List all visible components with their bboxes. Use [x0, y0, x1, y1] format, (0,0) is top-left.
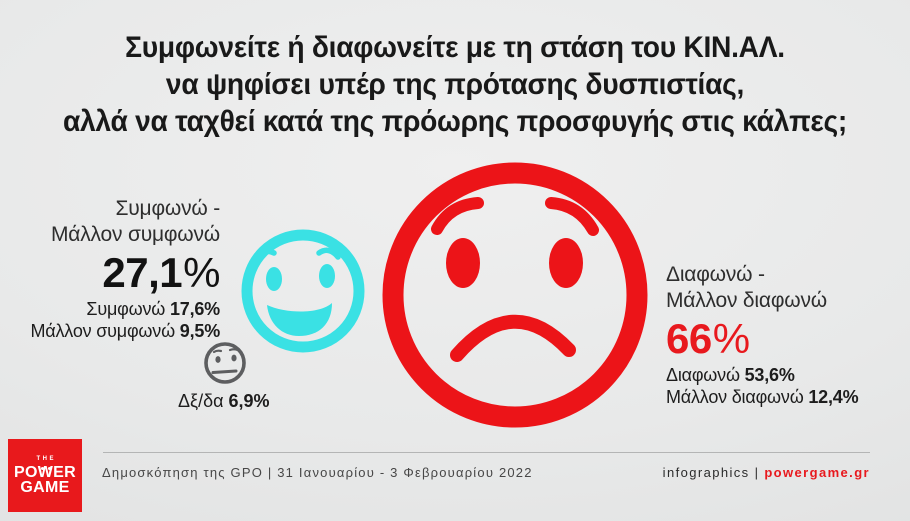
disagree-stat-block: Διαφωνώ - Μάλλον διαφωνώ 66% Διαφωνώ 53,… [666, 262, 859, 408]
question-title-line3: αλλά να ταχθεί κατά της πρόωρης προσφυγή… [62, 105, 848, 138]
smiling-face-icon [241, 229, 365, 353]
disagree-breakdown-row: Μάλλον διαφωνώ 12,4% [666, 386, 859, 408]
disagree-total-number: 66 [666, 315, 712, 362]
disagree-total-percent: 66% [666, 316, 858, 362]
question-title-line2: να ψηφίσει υπέρ της πρότασης δυσπιστίας, [165, 68, 745, 101]
disagree-breakdown-row: Διαφωνώ 53,6% [666, 364, 858, 386]
powergame-logo: THE POWER GAME [8, 439, 82, 512]
disagree-label-line2: Μάλλον διαφωνώ [666, 289, 827, 312]
logo-power-text: POWER [14, 464, 76, 481]
agree-total-number: 27,1 [102, 249, 183, 296]
credit-brand-link[interactable]: powergame.gr [764, 465, 870, 480]
agree-label-line2: Μάλλον συμφωνώ [51, 223, 220, 246]
agree-stat-block: Συμφωνώ - Μάλλον συμφωνώ 27,1% Συμφωνώ 1… [31, 196, 221, 342]
question-title: Συμφωνείτε ή διαφωνείτε με τη στάση του … [27, 29, 882, 140]
agree-breakdown-value: 9,5% [179, 321, 220, 341]
credit-prefix: infographics | [662, 465, 760, 480]
agree-breakdown-row: Μάλλον συμφωνώ 9,5% [31, 320, 221, 342]
question-title-line1: Συμφωνείτε ή διαφωνείτε με τη στάση του … [125, 31, 785, 64]
disagree-label-line1: Διαφωνώ - [666, 263, 765, 286]
footer-credit: infographics | powergame.gr [663, 464, 870, 481]
logo-w-umlaut-dots [41, 467, 44, 470]
agree-breakdown-value: 17,6% [169, 299, 220, 319]
disagree-breakdown-value: 12,4% [808, 387, 859, 407]
agree-percent-sign: % [183, 249, 220, 296]
agree-breakdown-row: Συμφωνώ 17,6% [31, 298, 220, 320]
poll-source-text: Δημοσκόπηση της GPO | 31 Ιανουαρίου - 3 … [102, 465, 533, 480]
agree-breakdown-label: Συμφωνώ [86, 299, 166, 319]
neutral-face-icon [204, 342, 246, 384]
disagree-breakdown-label: Μάλλον διαφωνώ [666, 387, 804, 407]
disagree-percent-sign: % [712, 315, 750, 362]
agree-breakdown-label: Μάλλον συμφωνώ [30, 321, 176, 341]
agree-total-percent: 27,1% [31, 249, 220, 296]
sad-face-icon [382, 162, 648, 428]
neutral-value: 6,9% [228, 391, 270, 411]
logo-the-text: THE [36, 456, 56, 462]
neutral-stat: Δξ/δα 6,9% [178, 390, 270, 412]
neutral-label: Δξ/δα [178, 391, 224, 411]
agree-label-line1: Συμφωνώ - [115, 197, 220, 220]
footer-divider [103, 452, 870, 453]
disagree-breakdown-value: 53,6% [744, 365, 795, 385]
disagree-breakdown-label: Διαφωνώ [666, 365, 740, 385]
logo-game-text: GAME [20, 479, 70, 496]
